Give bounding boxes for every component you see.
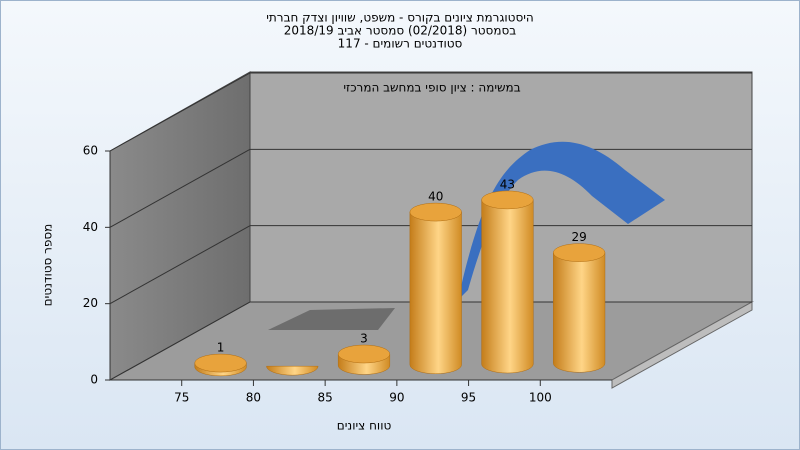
grid-line <box>109 72 251 152</box>
floor-edge <box>611 301 753 389</box>
bar-top <box>481 190 534 210</box>
chart-title: היסטוגרמת ציונים בקורס - משפט, שוויון וצ… <box>266 11 534 25</box>
annotation: במשימה : ציון סופי במחשב המרכזי <box>343 81 520 95</box>
bar <box>553 252 606 373</box>
value-label: 29 <box>572 230 587 244</box>
x-tick-label: 100 <box>529 391 552 405</box>
grid-line <box>109 301 251 381</box>
bar-top <box>194 353 247 373</box>
chart-subtitle: סטודנטים רשומים - 117 <box>338 37 463 51</box>
x-tick-label: 80 <box>246 391 261 405</box>
y-tick-label: 40 <box>83 220 98 234</box>
x-tick-label: 90 <box>389 391 404 405</box>
grid-line <box>109 225 251 305</box>
value-label: 3 <box>360 332 368 346</box>
y-tick-label: 0 <box>90 373 98 387</box>
chart-subtitle: בסמסטר (02/2018) סמסטר אביב 2018/19 <box>284 24 516 38</box>
value-label: 1 <box>217 341 225 355</box>
shadow <box>268 308 395 330</box>
value-label: 43 <box>500 177 515 191</box>
bar-top <box>337 344 391 364</box>
bar <box>409 211 462 374</box>
bar-top <box>553 243 606 262</box>
grid-line <box>109 148 251 228</box>
value-label: 40 <box>428 190 443 204</box>
distribution-ribbon <box>458 141 665 300</box>
y-axis-label: מספר סטודנטים <box>41 224 55 307</box>
x-tick-label: 85 <box>318 391 333 405</box>
bar <box>481 199 534 374</box>
bar-top <box>409 202 462 222</box>
x-axis-label: טווח ציונים <box>337 419 392 433</box>
x-tick-label: 75 <box>174 391 189 405</box>
bar <box>266 365 319 376</box>
x-tick-label: 95 <box>461 391 476 405</box>
y-tick-label: 60 <box>83 144 98 158</box>
y-tick-label: 20 <box>83 296 98 310</box>
